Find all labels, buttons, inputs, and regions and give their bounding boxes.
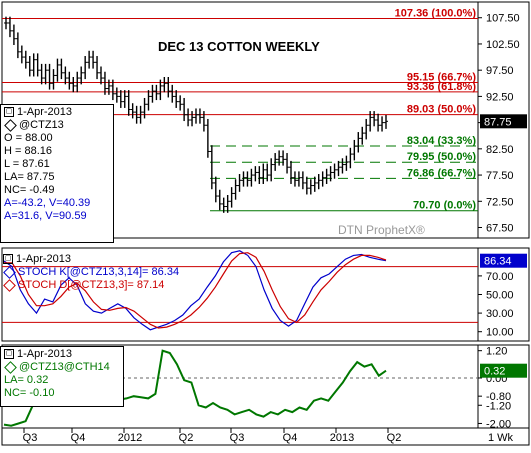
diamond-icon: [3, 265, 16, 279]
legend-date-row: ▢ 1-Apr-2013: [4, 106, 110, 119]
x-axis-group: Q3 Q4 2012 Q2 Q3 Q4 2013 Q2 1 Wk: [1, 427, 530, 446]
legend-last: LA= 87.75: [4, 171, 55, 183]
last-value-label: 86.34: [484, 256, 512, 268]
x-tick-label: Q3: [230, 432, 245, 444]
y-tick-label: -0.80: [486, 391, 511, 403]
last-value-box: [480, 114, 527, 129]
stoch-legend-date-row: ▢ 1-Apr-2013: [3, 253, 197, 266]
legend-av2: A=31.6, V=90.59: [4, 210, 87, 222]
y-tick-label: 72.50: [486, 196, 514, 208]
y-tick-label: 50.00: [486, 290, 514, 302]
last-value-box: [480, 253, 527, 268]
stoch-k-row: STOCH K[@CTZ13,3,14]= 86.34: [3, 265, 197, 279]
spread-last: LA= 0.32: [4, 374, 49, 386]
legend-icon[interactable]: ▢: [4, 107, 14, 118]
legend-open: O = 88.00: [4, 132, 53, 144]
legend-icon[interactable]: ▢: [3, 254, 13, 265]
legend-high: H = 88.16: [4, 145, 53, 157]
spread-symbol: @CTZ13@CTH14: [19, 361, 110, 373]
legend-icon[interactable]: ▢: [4, 349, 14, 360]
fib-level-label: 95.15 (66.7%): [407, 72, 476, 84]
fib-level-label: 107.36 (100.0%): [395, 7, 477, 19]
watermark: DTN ProphetX®: [338, 223, 425, 237]
fib-level-label: 83.04 (33.3%): [407, 135, 476, 147]
spread-legend: ▢ 1-Apr-2013 @CTZ13@CTH14 LA= 0.32 NC= -0…: [0, 346, 124, 407]
y-tick-label: -1.20: [486, 400, 511, 412]
y-tick-label: 70.00: [486, 271, 514, 283]
stoch-legend: ▢ 1-Apr-2013 STOCH K[@CTZ13,3,14]= 86.34 …: [0, 252, 200, 296]
fib-level-label: 70.70 (0.0%): [413, 200, 476, 212]
spread-net-change: NC= -0.10: [4, 387, 55, 399]
series-line-1-1: [4, 252, 387, 329]
x-tick-label: 2012: [118, 432, 142, 444]
y-tick-label: 82.50: [486, 144, 514, 156]
diamond-icon: [4, 118, 17, 132]
y-tick-label: 1.20: [486, 346, 507, 358]
last-value-label: 0.32: [484, 366, 505, 378]
x-tick-label: Q2: [387, 432, 402, 444]
stoch-legend-date: 1-Apr-2013: [16, 253, 72, 265]
price-legend-date: 1-Apr-2013: [17, 106, 73, 118]
fib-levels: 107.36 (100.0%) 95.15 (66.7%)93.36 (61.8%…: [2, 7, 478, 379]
spread-symbol-row: @CTZ13@CTH14: [4, 360, 120, 374]
stoch-d-row: STOCH D[@CTZ13,3]= 87.14: [3, 278, 197, 292]
x-unit-label: 1 Wk: [488, 432, 514, 444]
x-axis-frame: [1, 427, 530, 446]
y-tick-label: 107.50: [486, 13, 520, 25]
stoch-k-label: STOCH K[@CTZ13,3,14]= 86.34: [18, 266, 180, 278]
legend-net-change: NC= -0.49: [4, 184, 55, 196]
y-tick-label: 10.00: [486, 327, 514, 339]
x-tick-label: Q2: [179, 432, 194, 444]
spread-legend-date-row: ▢ 1-Apr-2013: [4, 348, 120, 361]
fib-level-label: 79.95 (50.0%): [407, 151, 476, 163]
y-tick-label: 30.00: [486, 308, 514, 320]
diamond-icon: [3, 278, 16, 292]
spread-legend-date: 1-Apr-2013: [17, 348, 73, 360]
x-tick-label: Q4: [283, 432, 298, 444]
legend-symbol-row: @CTZ13: [4, 118, 110, 132]
last-value-box: [480, 363, 527, 378]
fib-level-label: 93.36 (61.8%): [407, 81, 476, 93]
legend-av1: A=-43.2, V=40.39: [4, 197, 91, 209]
stoch-d-label: STOCH D[@CTZ13,3]= 87.14: [18, 279, 165, 291]
pane-frame-1: [1, 247, 530, 342]
fib-level-label: 76.86 (66.7%): [407, 167, 476, 179]
x-tick-label: Q4: [71, 432, 86, 444]
y-tick-label: 97.50: [486, 65, 514, 77]
y-axis-group: 107.50102.5097.5092.5087.5082.5077.5072.…: [478, 13, 527, 430]
x-tick-label: 2013: [330, 432, 354, 444]
series-line-1-0: [3, 250, 387, 331]
legend-low: L = 87.61: [4, 158, 50, 170]
y-tick-label: 77.50: [486, 170, 514, 182]
price-legend: ▢ 1-Apr-2013 @CTZ13 O = 88.00 H = 88.16 L…: [0, 104, 114, 243]
price-legend-symbol: @CTZ13: [19, 119, 64, 131]
fib-level-label: 89.03 (50.0%): [407, 104, 476, 116]
y-tick-label: 92.50: [486, 91, 514, 103]
y-tick-label: 102.50: [486, 39, 520, 51]
y-tick-label: 67.50: [486, 223, 514, 235]
x-tick-label: Q3: [23, 432, 38, 444]
last-value-label: 87.75: [484, 116, 512, 128]
diamond-icon: [4, 360, 17, 374]
y-tick-label: -2.00: [486, 418, 511, 430]
chart-title: DEC 13 COTTON WEEKLY: [158, 39, 320, 54]
